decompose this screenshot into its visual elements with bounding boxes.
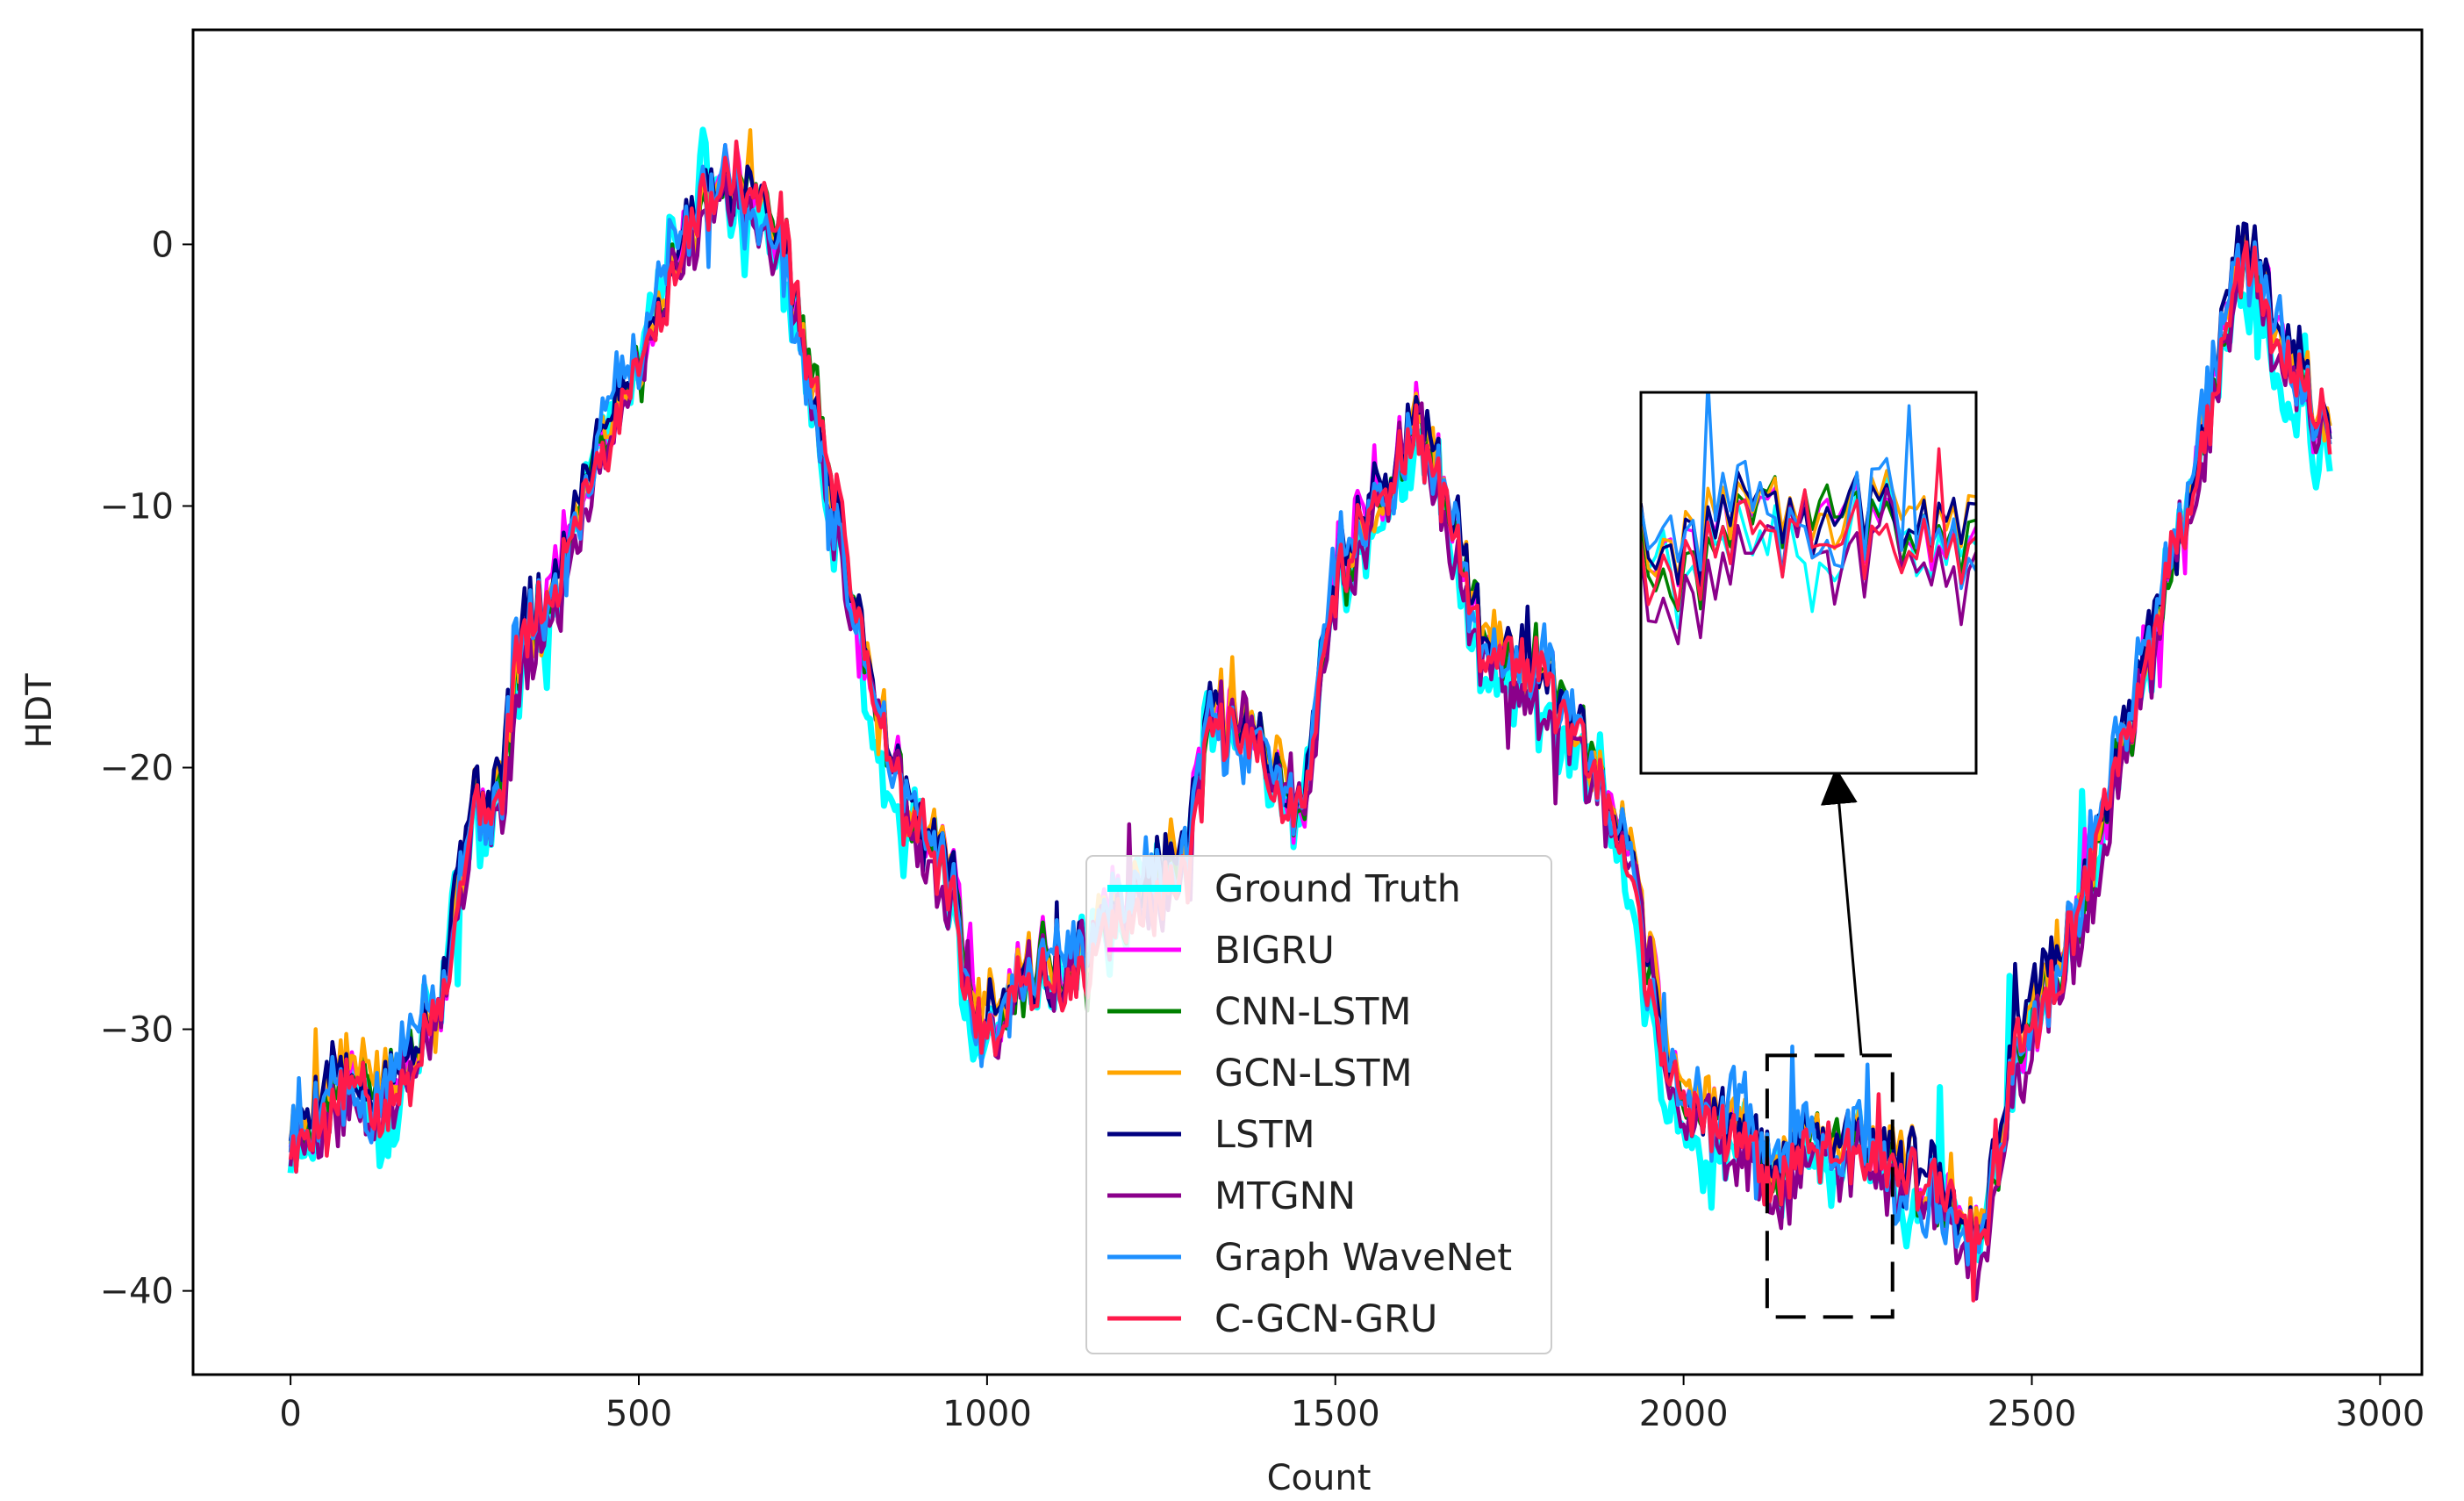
zoom-arrow [1820, 767, 1863, 1056]
x-tick-label-1000: 1000 [942, 1394, 1032, 1434]
x-tick-label-0: 0 [279, 1394, 301, 1434]
legend-label-lstm: LSTM [1214, 1113, 1315, 1157]
y-axis: 0 −10 −20 −30 −40 [100, 225, 193, 1312]
y-tick-label--10: −10 [100, 486, 174, 527]
x-tick-label-1500: 1500 [1291, 1394, 1380, 1434]
x-axis: 0 500 1000 1500 2000 2500 3000 [279, 1375, 2425, 1434]
y-tick-label-0: 0 [152, 225, 174, 265]
legend-label-c-gcn-gru: C-GCN-GRU [1214, 1297, 1437, 1341]
x-axis-label: Count [1267, 1458, 1372, 1498]
legend: Ground Truth BIGRU CNN-LSTM GCN-LSTM LSTM MTG… [1085, 855, 1552, 1354]
inset-line-c-gcn-gru [1641, 447, 1976, 611]
legend-label-ground-truth: Ground Truth [1214, 867, 1461, 911]
legend-label-bigru: BIGRU [1214, 929, 1335, 973]
legend-label-gcn-lstm: GCN-LSTM [1214, 1052, 1413, 1095]
inset-frame [1639, 391, 1978, 775]
legend-label-cnn-lstm: CNN-LSTM [1214, 990, 1412, 1034]
x-tick-label-2000: 2000 [1639, 1394, 1729, 1434]
legend-box [1085, 855, 1552, 1354]
x-tick-label-2500: 2500 [1988, 1394, 2077, 1434]
y-tick-label--20: −20 [100, 749, 174, 789]
x-tick-label-3000: 3000 [2335, 1394, 2425, 1434]
y-axis-label: HDT [19, 673, 60, 749]
series-line-c-gcn-gru [288, 139, 2332, 1303]
y-tick-label--30: −30 [100, 1010, 174, 1051]
zoom-region-box [1765, 1053, 1895, 1319]
y-tick-label--40: −40 [100, 1272, 174, 1312]
legend-label-mtgnn: MTGNN [1214, 1174, 1356, 1218]
plot-frame [191, 28, 2424, 1376]
inset-series-layer [1641, 392, 1976, 646]
x-tick-label-500: 500 [605, 1394, 672, 1434]
series-layer [287, 126, 2333, 1303]
legend-label-graph-wavenet: Graph WaveNet [1214, 1236, 1512, 1280]
